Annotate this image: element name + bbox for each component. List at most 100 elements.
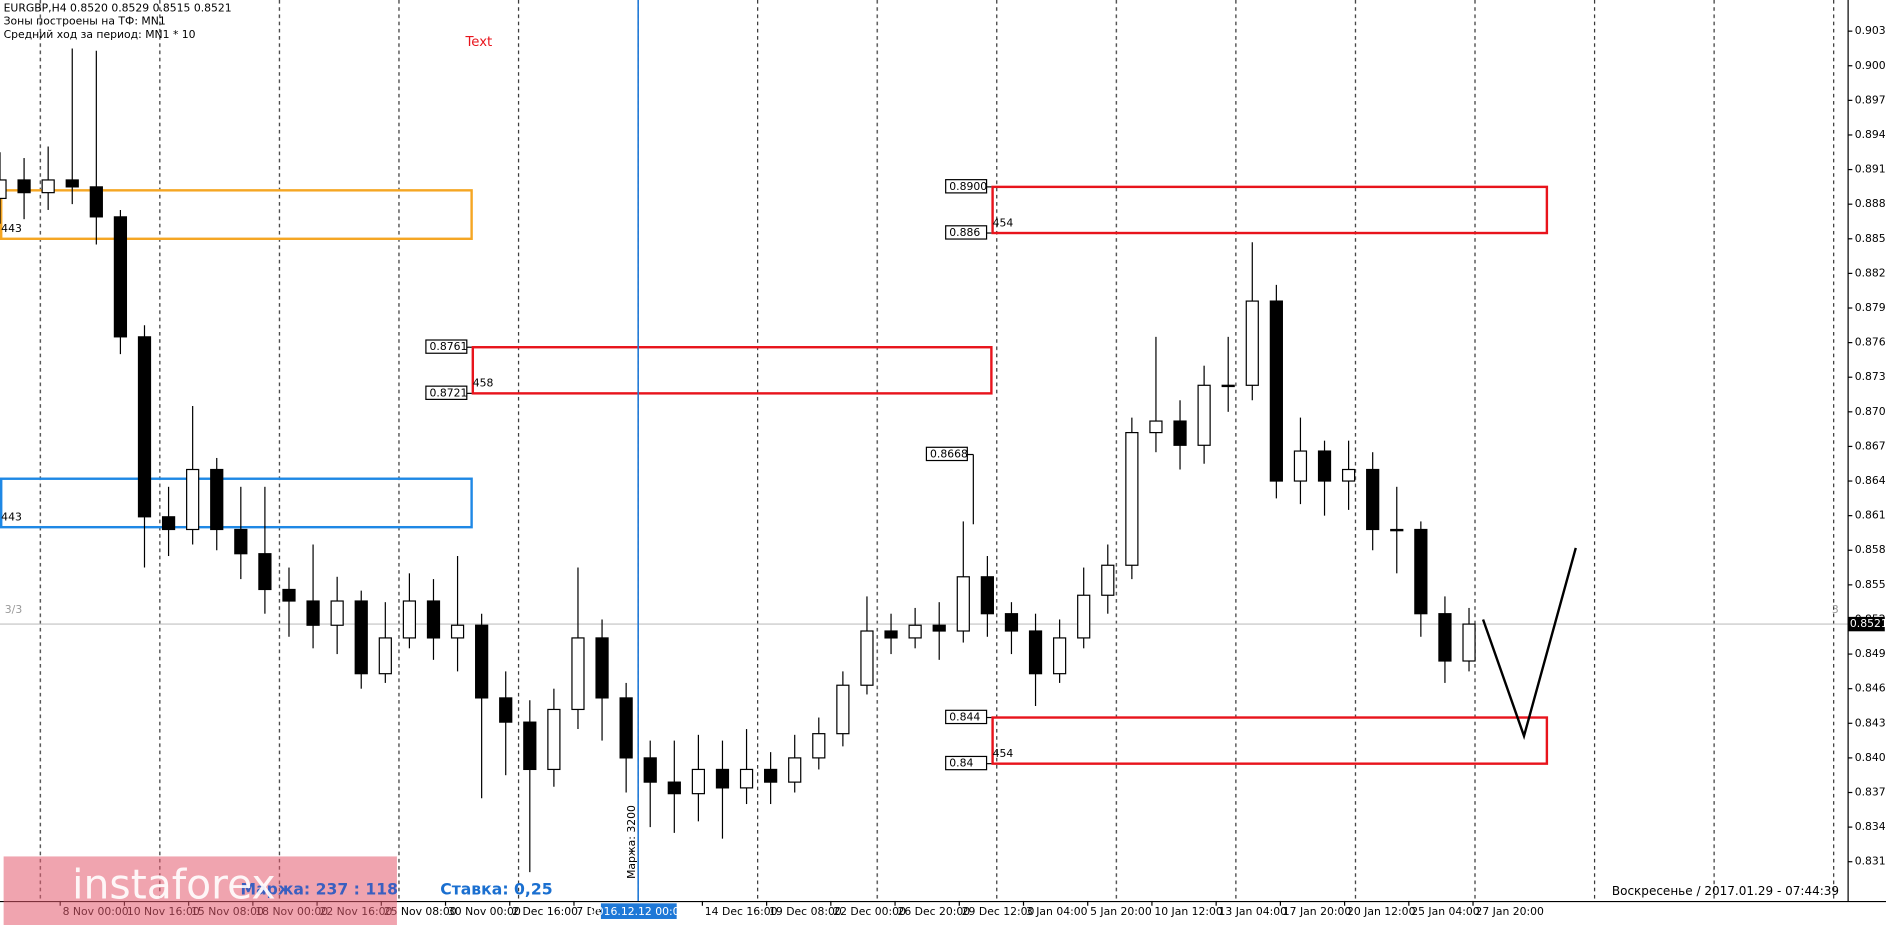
candle-body [860,630,874,686]
candle-body [0,179,7,200]
v-line-date-box [600,903,677,919]
y-tick-label: 0.8975 [1855,93,1886,106]
candle-body [595,637,609,699]
zone [991,185,1549,235]
candle-body [1004,613,1019,632]
candle-body [210,468,224,531]
candle-body [1221,384,1235,388]
zone [0,189,473,240]
y-tick-label: 0.8795 [1855,301,1886,314]
candle-body [282,588,296,602]
candle-body [258,553,272,591]
x-tick-label: 30 Nov 00:00 [448,905,521,918]
y-tick-label: 0.8615 [1855,509,1886,522]
bid-label: 0.8521 [1850,617,1886,630]
candle-body [17,179,31,194]
candle-body [1077,594,1091,639]
candle-body [764,768,778,783]
candle-body [980,576,994,615]
callout-box [925,446,968,462]
zone [991,716,1549,765]
candle-body [523,721,537,771]
x-tick-label: 14 Dec 16:00 [705,905,778,918]
x-tick-label: 5 Jan 20:00 [1090,905,1152,918]
corner-right: 3 [1832,603,1839,616]
candle-body [137,336,152,518]
candle-body [1028,630,1043,675]
x-tick-label: 25 Nov 08:00 [384,905,457,918]
zone [0,477,473,529]
price-label: 0.886 [949,226,980,239]
candle-body [667,781,681,795]
candle-body [1341,468,1356,482]
candle-body [186,468,200,531]
v-line-date: 2016.12.12 00:00 [590,905,687,918]
candle-body [1269,300,1283,482]
y-tick-label: 0.8915 [1855,163,1886,176]
x-tick-label: 17 Jan 20:00 [1283,905,1352,918]
x-tick-label: 2 Dec 16:00 [512,905,578,918]
bid-box [1847,616,1885,632]
vertical-grid [0,0,1847,901]
watermark: instaforex [72,861,276,909]
candle-body [547,708,561,771]
candle-body [113,216,128,338]
price-label: 0.8900 [949,180,987,193]
candle-body [571,637,585,711]
candle-body [234,528,248,555]
candle-body [354,600,368,675]
x-tick-label: 13 Jan 04:00 [1219,905,1288,918]
zones-note: Зоны построены на ТФ: MN1 [4,15,166,28]
candle-body [426,600,441,639]
zone [471,346,993,395]
x-tick-label: 20 Jan 12:00 [1347,905,1416,918]
x-tick-label: 19 Dec 08:00 [769,905,842,918]
margin-text: Маржа: 237 : 118 [241,880,398,899]
y-tick-label: 0.8465 [1855,682,1886,695]
candle-body [65,179,79,188]
y-tick-label: 0.8315 [1855,855,1886,868]
candle-body [402,600,417,639]
candle-body [1149,420,1163,434]
zone-label: 454 [993,747,1014,760]
y-tick-label: 0.8705 [1855,405,1886,418]
candle-body [1366,468,1380,531]
corner-left: 3/3 [5,603,23,616]
x-tick-label: 10 Jan 12:00 [1154,905,1223,918]
candle-body [89,186,103,218]
candle-body [1053,637,1067,675]
candle-body [330,600,344,626]
candle-body [1173,420,1187,446]
candle-body [1101,564,1115,596]
zone-label: 454 [993,216,1014,229]
text-label: Text [464,35,492,50]
y-tick-label: 0.8585 [1855,543,1886,556]
watermark-box [3,856,397,925]
candle-body [788,757,802,783]
candle-body [161,516,176,531]
symbol-line: EURGBP,H4 0.8520 0.8529 0.8515 0.8521 [4,1,232,14]
x-tick-label: 26 Dec 20:00 [897,905,970,918]
y-tick-label: 0.8405 [1855,751,1886,764]
rate-text: Ставка: 0,25 [440,880,552,899]
candle-body [739,768,754,789]
candle-body [450,624,465,639]
zone-label: 458 [473,377,494,390]
candle-body [1317,450,1332,482]
candle-body [836,684,850,735]
candle-body [619,697,633,759]
y-tick-label: 0.8435 [1855,716,1886,729]
price-label: 0.84 [949,757,973,770]
candle-body [1293,450,1308,482]
x-tick-label: 22 Dec 00:00 [833,905,906,918]
v-line-label: Маржа: 3200 [625,805,638,879]
price-label: 0.844 [949,711,980,724]
candle-body [1245,300,1259,386]
candle-body [643,757,657,783]
zone-label: 443 [1,510,22,523]
callout-label: 0.8668 [930,448,968,461]
x-tick-label: 3 Jan 04:00 [1026,905,1088,918]
y-tick-label: 0.9035 [1855,24,1886,37]
